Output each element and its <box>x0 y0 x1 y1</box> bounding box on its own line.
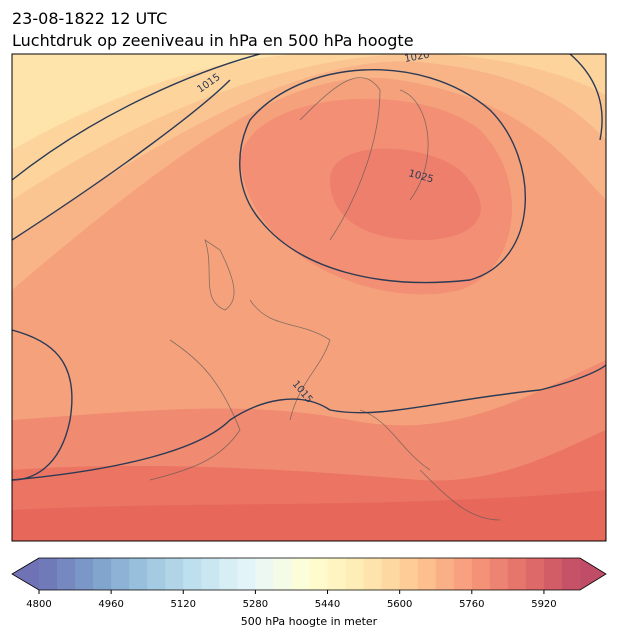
colorbar-bin <box>309 558 329 590</box>
colorbar-bin <box>471 558 491 590</box>
colorbar-bin <box>219 558 238 590</box>
colorbar-bin <box>93 558 112 590</box>
colorbar-bin <box>183 558 202 590</box>
colorbar-extend-low <box>12 558 39 590</box>
colorbar-tick-label: 5920 <box>531 599 556 610</box>
colorbar-tick-label: 5600 <box>387 599 412 610</box>
colorbar-bin <box>381 558 401 590</box>
colorbar-bin <box>525 558 545 590</box>
colorbar-tick-label: 4960 <box>98 599 123 610</box>
colorbar-bin <box>543 558 563 590</box>
colorbar-bin <box>327 558 347 590</box>
colorbar-bin <box>345 558 365 590</box>
colorbar-tick-label: 5120 <box>171 599 196 610</box>
title-desc: Luchtdruk op zeeniveau in hPa en 500 hPa… <box>12 31 414 50</box>
colorbar-outline <box>11 557 607 591</box>
colorbar-bin <box>75 558 94 590</box>
map: 1015 1020 1025 1015 <box>12 50 606 541</box>
colorbar-bin <box>39 558 58 590</box>
title-date: 23-08-1822 12 UTC <box>12 9 167 28</box>
colorbar-bin <box>291 558 310 590</box>
colorbar: 4800 4960 5120 5280 5440 5600 5760 5920 <box>11 557 607 610</box>
colorbar-bin <box>435 558 455 590</box>
isobar-label: 1020 <box>404 50 431 65</box>
colorbar-tick-label: 5280 <box>243 599 268 610</box>
colorbar-bin <box>453 558 473 590</box>
colorbar-bin <box>363 558 383 590</box>
colorbar-tick-label: 4800 <box>26 599 51 610</box>
colorbar-label: 500 hPa hoogte in meter <box>241 615 378 628</box>
colorbar-bin <box>111 558 130 590</box>
colorbar-bin <box>201 558 220 590</box>
colorbar-extend-high <box>580 558 606 590</box>
colorbar-bin <box>507 558 527 590</box>
colorbar-bin <box>489 558 509 590</box>
colorbar-bin <box>561 558 581 590</box>
colorbar-bin <box>255 558 274 590</box>
colorbar-bin <box>147 558 166 590</box>
colorbar-tick-label: 5440 <box>315 599 340 610</box>
colorbar-bin <box>57 558 76 590</box>
colorbar-bin <box>399 558 419 590</box>
map-frame <box>11 53 607 542</box>
colorbar-bin <box>417 558 437 590</box>
colorbar-tick-label: 5760 <box>459 599 484 610</box>
colorbar-bin <box>273 558 292 590</box>
colorbar-bin <box>129 558 148 590</box>
colorbar-bin <box>237 558 256 590</box>
colorbar-bin <box>165 558 184 590</box>
